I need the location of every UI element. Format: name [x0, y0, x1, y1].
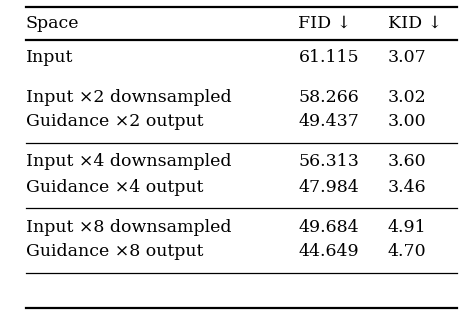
Text: Guidance ×8 output: Guidance ×8 output [26, 244, 203, 260]
Text: Input ×4 downsampled: Input ×4 downsampled [26, 154, 231, 170]
Text: Input ×8 downsampled: Input ×8 downsampled [26, 218, 231, 236]
Text: 3.46: 3.46 [388, 178, 426, 196]
Text: Input ×2 downsampled: Input ×2 downsampled [26, 88, 231, 106]
Text: 3.60: 3.60 [388, 154, 426, 170]
Text: 3.07: 3.07 [388, 49, 426, 66]
Text: 47.984: 47.984 [298, 178, 359, 196]
Text: 61.115: 61.115 [298, 49, 359, 66]
Text: 4.91: 4.91 [388, 218, 426, 236]
Text: Guidance ×2 output: Guidance ×2 output [26, 114, 204, 130]
Text: 58.266: 58.266 [298, 88, 359, 106]
Text: 49.437: 49.437 [298, 114, 360, 130]
Text: Input: Input [26, 49, 73, 66]
Text: 3.00: 3.00 [388, 114, 426, 130]
Text: Guidance ×4 output: Guidance ×4 output [26, 178, 203, 196]
Text: 44.649: 44.649 [298, 244, 359, 260]
Text: Space: Space [26, 15, 79, 31]
Text: FID ↓: FID ↓ [298, 15, 352, 31]
Text: 4.70: 4.70 [388, 244, 426, 260]
Text: 49.684: 49.684 [298, 218, 359, 236]
Text: KID ↓: KID ↓ [388, 15, 442, 31]
Text: 56.313: 56.313 [298, 154, 360, 170]
Text: 3.02: 3.02 [388, 88, 426, 106]
